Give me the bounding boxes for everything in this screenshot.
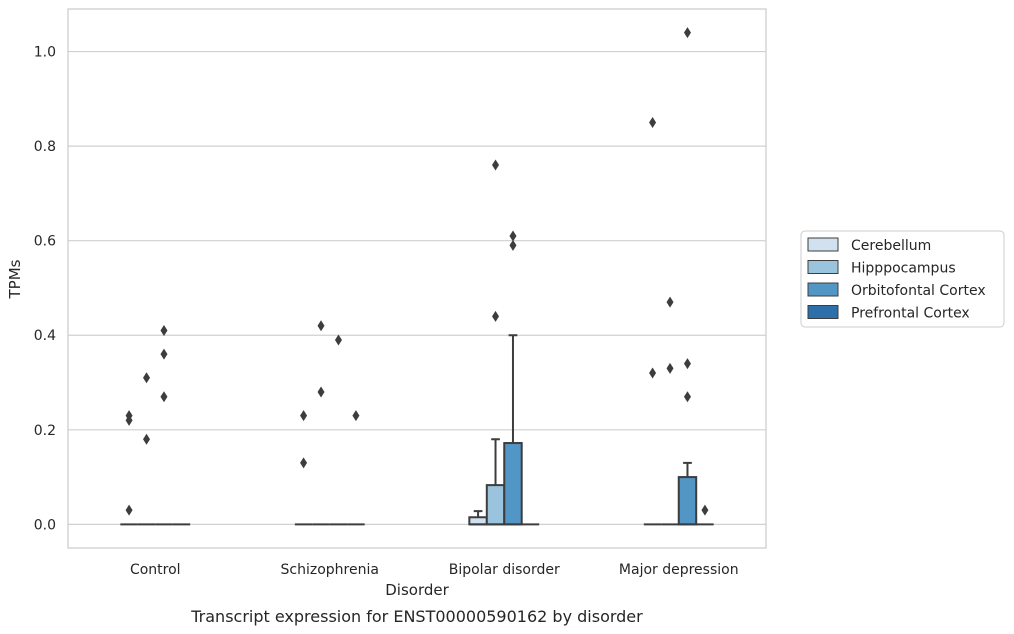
y-tick-label: 0.2 — [34, 423, 56, 439]
box — [468, 510, 488, 526]
outlier-point — [492, 159, 500, 171]
box — [485, 159, 506, 526]
box-body — [677, 476, 698, 526]
outlier-point — [300, 410, 308, 422]
legend-item: Orbitofontal Cortex — [807, 282, 986, 299]
x-tick-label: Schizophrenia — [281, 562, 379, 578]
outlier-point — [334, 334, 342, 346]
series-cerebellum — [120, 116, 662, 526]
chart-caption: Transcript expression for ENST0000059016… — [190, 607, 643, 626]
legend-label: Cerebellum — [851, 238, 931, 254]
y-tick-label: 0.8 — [34, 139, 56, 155]
legend-frame — [800, 230, 1005, 328]
x-tick-label: Control — [130, 562, 181, 578]
legend: Cerebellum Hipppocampus Orbitofontal Corte… — [800, 230, 1005, 328]
legend-label: Orbitofontal Cortex — [851, 283, 986, 299]
outlier-point — [509, 230, 517, 242]
outlier-point — [160, 348, 168, 360]
series-prefrontal-cortex — [172, 410, 714, 526]
box — [120, 410, 138, 526]
plot-area-border — [67, 8, 767, 549]
outlier-point — [160, 325, 168, 337]
box — [661, 296, 679, 526]
outlier-point — [509, 239, 517, 251]
legend-items: Cerebellum Hipppocampus Orbitofontal Corte… — [807, 237, 986, 322]
box — [347, 410, 365, 526]
box — [503, 230, 523, 526]
outlier-point — [352, 410, 360, 422]
outlier-point — [701, 504, 709, 516]
y-tick-label: 0.4 — [34, 328, 56, 344]
plot-area-background — [68, 9, 766, 548]
box — [643, 116, 662, 526]
legend-swatch — [807, 237, 839, 252]
box-body — [485, 484, 506, 526]
box-body — [503, 442, 523, 526]
y-tick-label: 0.6 — [34, 234, 56, 250]
outlier-point — [666, 362, 674, 374]
legend-item: Prefrontal Cortex — [807, 305, 970, 322]
outlier-point — [160, 391, 168, 403]
series-hipppocampus — [137, 159, 679, 526]
legend-item: Hipppocampus — [807, 260, 956, 277]
legend-swatch — [807, 305, 839, 319]
box-body — [468, 516, 488, 526]
box-series — [120, 27, 714, 526]
box — [294, 410, 313, 526]
box — [137, 372, 156, 526]
legend-item: Cerebellum — [807, 237, 931, 254]
x-axis-label: Disorder — [385, 581, 449, 599]
box — [677, 27, 698, 526]
outlier-point — [125, 504, 133, 516]
x-tick-label: Major depression — [619, 562, 739, 578]
y-axis-label: TPMs — [6, 259, 24, 299]
box — [312, 320, 330, 526]
x-axis-ticks: Control Schizophrenia Bipolar disorder Majo… — [130, 562, 739, 578]
box — [696, 504, 714, 526]
box — [155, 325, 173, 526]
outlier-point — [683, 391, 691, 403]
outlier-point — [317, 386, 325, 398]
outlier-point — [683, 27, 691, 39]
outlier-point — [143, 433, 151, 445]
outlier-point — [300, 457, 308, 469]
y-tick-label: 0.0 — [34, 517, 56, 533]
outlier-point — [125, 414, 133, 426]
outlier-point — [649, 116, 657, 128]
outlier-point — [143, 372, 151, 384]
y-axis-ticks: 0.0 0.2 0.4 0.6 0.8 1.0 — [34, 45, 56, 534]
series-orbitofontal-cortex — [155, 27, 698, 526]
x-tick-label: Bipolar disorder — [449, 562, 560, 578]
legend-label: Hipppocampus — [851, 261, 956, 277]
outlier-point — [317, 320, 325, 332]
outlier-point — [649, 367, 657, 379]
outlier-point — [683, 358, 691, 370]
legend-swatch — [807, 260, 839, 274]
outlier-point — [666, 296, 674, 308]
y-tick-label: 1.0 — [34, 45, 56, 61]
outlier-point — [492, 310, 500, 322]
legend-label: Prefrontal Cortex — [851, 306, 970, 322]
legend-swatch — [807, 282, 839, 297]
box — [329, 334, 348, 526]
